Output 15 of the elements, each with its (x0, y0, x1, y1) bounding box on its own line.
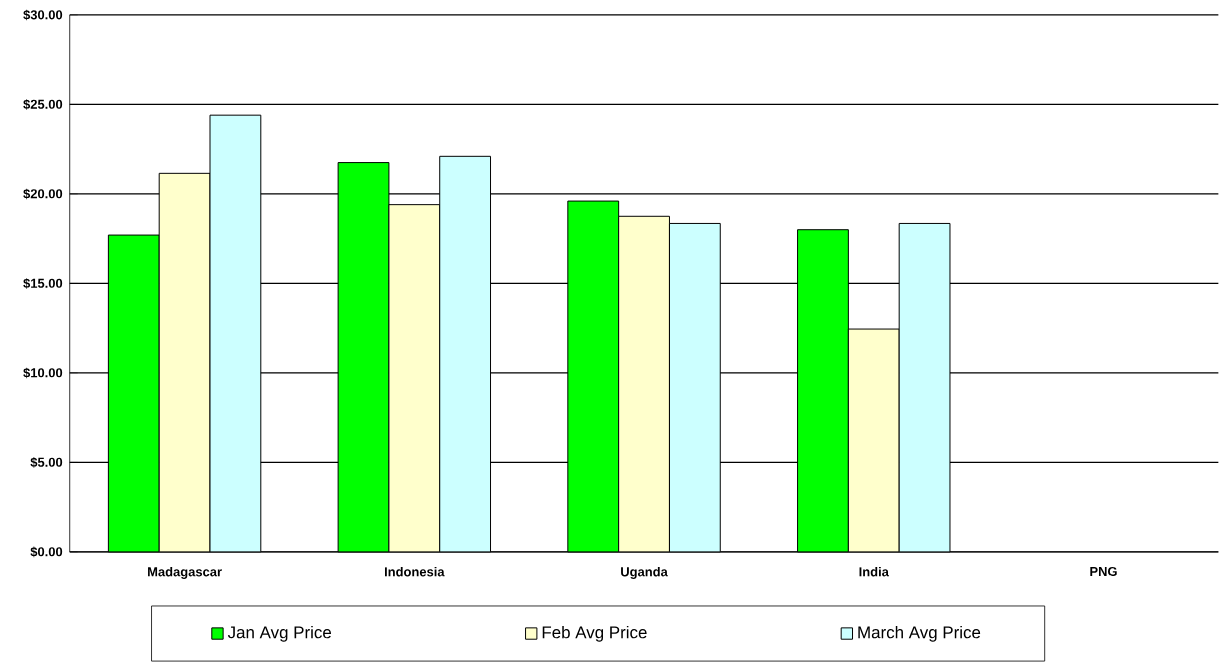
x-tick-label: Madagascar (148, 566, 222, 579)
y-tick-label: $30.00 (23, 9, 63, 20)
x-tick-label: India (859, 566, 889, 577)
y-tick-label: $0.00 (30, 546, 63, 557)
y-tick-label: $15.00 (23, 277, 63, 289)
y-tick-label: $10.00 (23, 367, 63, 378)
y-tick-label: $20.00 (23, 188, 63, 199)
legend-label: Jan Avg Price (227, 625, 332, 642)
legend-label: March Avg Price (858, 625, 981, 642)
y-tick-label: $25.00 (23, 98, 63, 110)
legend-label: Feb Avg Price (542, 625, 647, 642)
y-tick-label: $5.00 (30, 456, 63, 468)
x-tick-label: Uganda (621, 566, 668, 579)
x-tick-label: PNG (1090, 566, 1117, 576)
x-tick-label: Indonesia (384, 566, 445, 577)
